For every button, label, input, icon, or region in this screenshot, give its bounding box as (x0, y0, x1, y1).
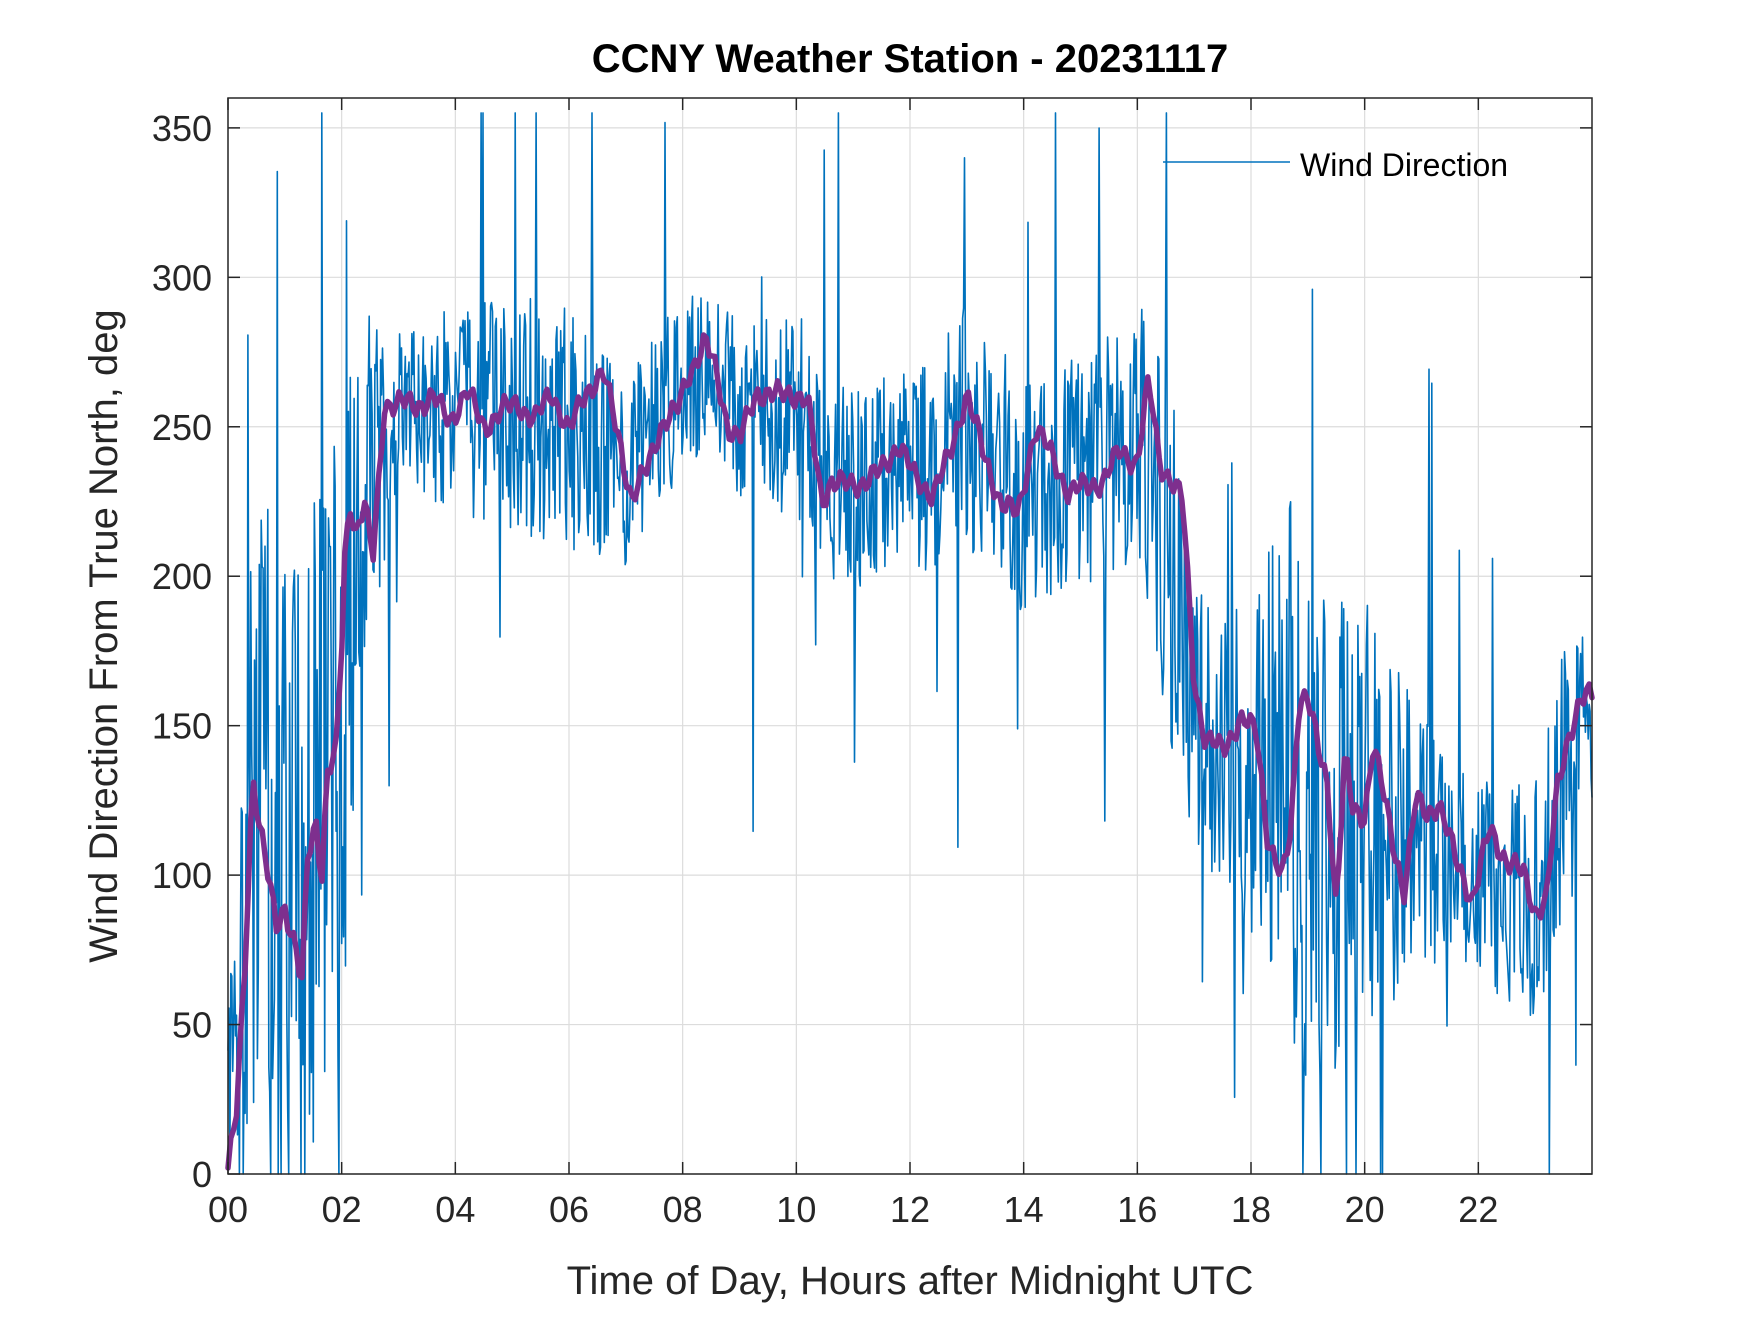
y-axis-label: Wind Direction From True North, deg (82, 309, 126, 963)
x-tick-label-18: 18 (1231, 1189, 1271, 1230)
x-tick-label-10: 10 (776, 1189, 816, 1230)
legend-label-wind-direction: Wind Direction (1300, 147, 1508, 183)
y-tick-label-150: 150 (152, 706, 212, 747)
y-tick-label-50: 50 (172, 1005, 212, 1046)
y-tick-label-100: 100 (152, 855, 212, 896)
y-tick-label-200: 200 (152, 556, 212, 597)
grid-layer (227, 98, 1592, 1175)
x-axis-label: Time of Day, Hours after Midnight UTC (567, 1259, 1254, 1303)
series-layer (225, 112, 1595, 1175)
tick-layer: 00 02 04 06 08 10 12 14 16 18 20 22 0 50 100 150 200 250 3… (152, 98, 1592, 1230)
chart-title: CCNY Weather Station - 20231117 (592, 37, 1229, 81)
y-tick-label-0: 0 (192, 1154, 212, 1195)
x-tick-label-12: 12 (890, 1189, 930, 1230)
x-tick-label-02: 02 (322, 1189, 362, 1230)
x-tick-label-08: 08 (663, 1189, 703, 1230)
y-tick-label-350: 350 (152, 108, 212, 149)
x-tick-label-14: 14 (1004, 1189, 1044, 1230)
x-tick-label-16: 16 (1117, 1189, 1157, 1230)
x-tick-label-00: 00 (208, 1189, 248, 1230)
x-tick-label-22: 22 (1458, 1189, 1498, 1230)
y-tick-label-300: 300 (152, 257, 212, 298)
legend: Wind Direction (1163, 147, 1508, 183)
series-smoothed-average-line (225, 332, 1595, 1171)
y-tick-label-250: 250 (152, 407, 212, 448)
x-tick-label-06: 06 (549, 1189, 589, 1230)
x-tick-label-20: 20 (1345, 1189, 1385, 1230)
x-tick-label-04: 04 (435, 1189, 475, 1230)
